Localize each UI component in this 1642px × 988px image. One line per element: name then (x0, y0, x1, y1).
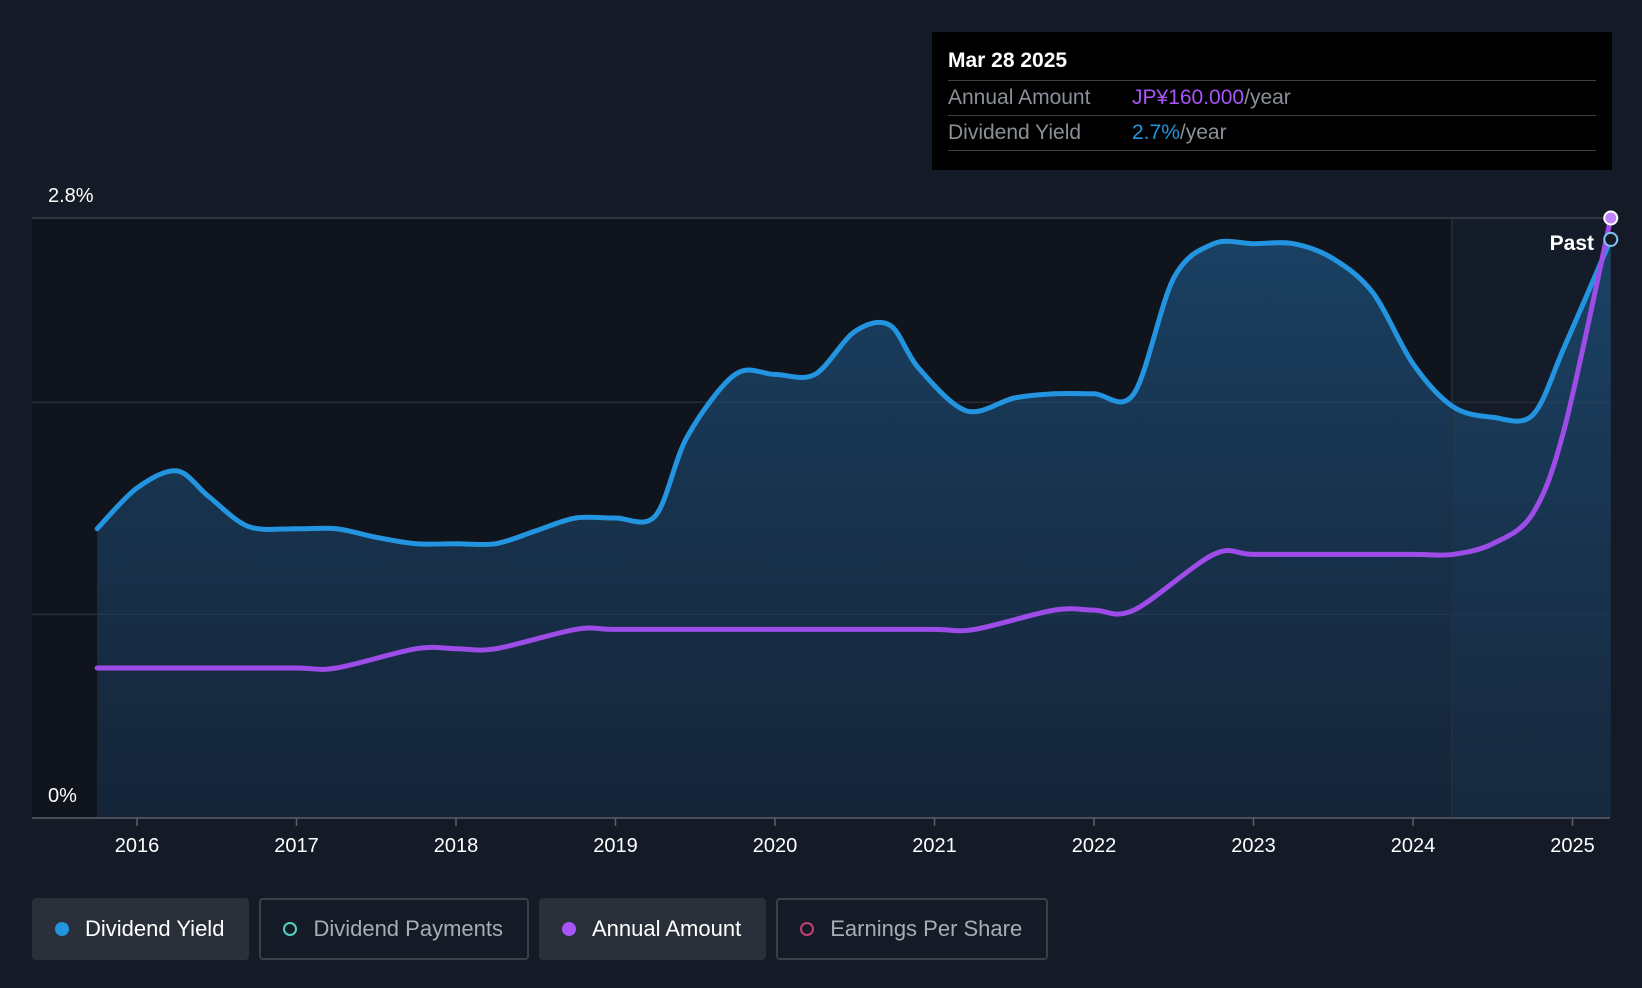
tooltip-unit: /year (1179, 121, 1227, 144)
tooltip-date: Mar 28 2025 (948, 49, 1068, 72)
tooltip-unit: /year (1244, 86, 1291, 109)
legend-ring-icon (800, 922, 815, 936)
x-tick-label: 2023 (1231, 835, 1276, 857)
series-lines (94, 215, 1614, 672)
x-tick-label: 2019 (593, 835, 638, 857)
x-tick-label: 2021 (912, 835, 957, 857)
tooltip-row-annual-amount: Annual Amount JP¥160.000 /year (948, 80, 1596, 115)
legend-annual-amount-button[interactable]: Annual Amount (538, 898, 767, 960)
legend-ring-icon (283, 922, 298, 936)
series-line-1 (94, 215, 1614, 672)
legend-dot-icon (55, 922, 69, 936)
tooltip-label: Annual Amount (948, 86, 1091, 109)
series-end-marker (1603, 210, 1619, 226)
tooltip-row-dividend-yield: Dividend Yield 2.7% /year (948, 115, 1596, 151)
x-tick-label: 2022 (1072, 835, 1117, 857)
x-tick-label: 2018 (434, 835, 479, 857)
end-markers (1603, 210, 1619, 247)
y-label-bottom: 0% (48, 785, 77, 807)
tooltip-value: JP¥160.000 (1132, 86, 1245, 109)
x-tick-label: 2017 (274, 835, 319, 857)
legend-dot-icon (561, 922, 576, 936)
area-fills (97, 239, 1611, 818)
series-end-marker (1603, 231, 1619, 247)
x-tick-label: 2020 (753, 835, 798, 857)
legend-label: Dividend Yield (85, 916, 225, 941)
legend-label: Earnings Per Share (830, 916, 1023, 941)
series-area-0 (97, 239, 1611, 818)
legend-earnings-per-share-button[interactable]: Earnings Per Share (776, 898, 1049, 960)
series-line-0 (94, 236, 1614, 548)
legend-dividend-payments-button[interactable]: Dividend Payments (259, 898, 529, 960)
y-axis-labels: 2.8% 0% (48, 185, 94, 807)
y-label-top: 2.8% (48, 185, 94, 207)
legend-dividend-yield-button[interactable]: Dividend Yield (32, 898, 250, 960)
x-tick-label: 2024 (1391, 835, 1436, 857)
x-tick-label: 2025 (1550, 835, 1595, 857)
x-tick-label: 2016 (115, 835, 160, 857)
tooltip: Mar 28 2025 Annual Amount JP¥160.000 /ye… (932, 32, 1612, 170)
past-label: Past (1550, 232, 1594, 255)
legend-label: Dividend Payments (313, 916, 503, 941)
legend: Dividend Yield Dividend Payments Annual … (32, 898, 1049, 960)
legend-label: Annual Amount (591, 916, 742, 941)
tooltip-value: 2.7% (1132, 121, 1180, 144)
tooltip-label: Dividend Yield (948, 121, 1082, 144)
x-axis: 2016 2017 2018 2019 2020 2021 2022 2023 2024 2025 (32, 817, 1610, 857)
